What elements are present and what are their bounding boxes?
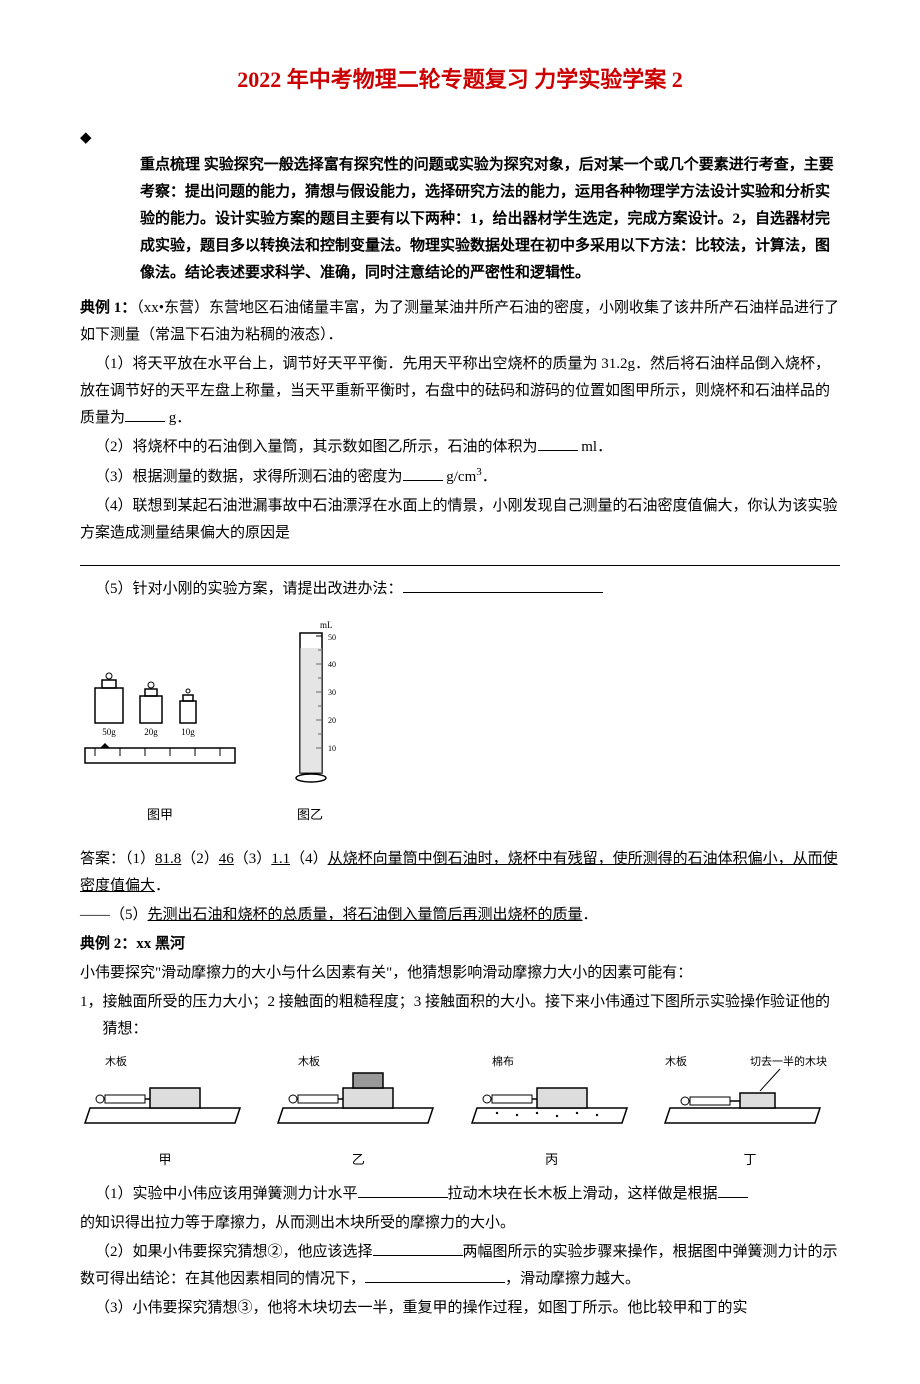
example2-intro: 小伟要探究"滑动摩擦力的大小与什么因素有关"，他猜想影响滑动摩擦力大小的因素可能…: [80, 960, 840, 987]
svg-text:10: 10: [328, 744, 336, 753]
key-points-label: 重点梳理: [140, 157, 200, 173]
svg-text:10g: 10g: [181, 727, 195, 737]
key-points-section: ◆ 重点梳理 实验探究一般选择富有探究性的问题或实验为探究对象，后对某一个或几个…: [80, 125, 840, 287]
ans2: 46: [219, 851, 234, 867]
example1-answer: 答案：（1）81.8（2）46（3）1.1（4）从烧杯向量筒中倒石油时，烧杯中有…: [80, 846, 840, 900]
figure-b: 木板 乙: [273, 1053, 443, 1171]
example1-answer5: ——（5）先测出石油和烧杯的总质量，将石油倒入量筒后再测出烧杯的质量．: [80, 902, 840, 929]
example2-figures: 木板 甲 木板 乙 棉布: [80, 1053, 840, 1171]
example1-figures: 50g 20g 10g 图甲 mL 50: [80, 618, 840, 826]
figure-jia: 50g 20g 10g 图甲: [80, 648, 240, 826]
blank-line: [80, 565, 840, 566]
ans5: 先测出石油和烧杯的总质量，将石油倒入量筒后再测出烧杯的质量: [148, 907, 583, 923]
svg-text:40: 40: [328, 660, 336, 669]
blank-field: [125, 421, 165, 422]
svg-text:木板: 木板: [105, 1054, 127, 1068]
blank-field: [358, 1197, 448, 1198]
example2-label: 典例 2：xx 黑河: [80, 936, 185, 952]
svg-text:木板: 木板: [665, 1054, 687, 1068]
example2-q1: （1）实验中小伟应该用弹簧测力计水平拉动木块在长木板上滑动，这样做是根据: [80, 1181, 840, 1208]
example2-q3: （3）小伟要探究猜想③，他将木块切去一半，重复甲的操作过程，如图丁所示。他比较甲…: [80, 1295, 840, 1322]
svg-text:mL: mL: [320, 620, 333, 630]
figure-d: 木板 切去一半的木块 丁: [660, 1053, 840, 1171]
key-points-text: 实验探究一般选择富有探究性的问题或实验为探究对象，后对某一个或几个要素进行考查，…: [140, 157, 834, 281]
blank-field: [403, 592, 603, 593]
blank-field: [718, 1197, 748, 1198]
svg-text:50: 50: [328, 633, 336, 642]
figure-yi-caption: 图乙: [280, 803, 340, 826]
fig-d-caption: 丁: [660, 1148, 840, 1171]
svg-text:切去一半的木块: 切去一半的木块: [750, 1054, 827, 1068]
example1-header: 典例 1：（xx•东营）东营地区石油储量丰富，为了测量某油井所产石油的密度，小刚…: [80, 295, 840, 349]
figure-c: 棉布 丙: [467, 1053, 637, 1171]
svg-text:20: 20: [328, 716, 336, 725]
bullet-icon: ◆: [80, 125, 92, 152]
svg-text:30: 30: [328, 688, 336, 697]
example1-q1: （1）将天平放在水平台上，调节好天平平衡．先用天平称出空烧杯的质量为 31.2g…: [80, 351, 840, 432]
example1-q3: （3）根据测量的数据，求得所测石油的密度为 g/cm3．: [80, 463, 840, 491]
figure-a: 木板 甲: [80, 1053, 250, 1171]
page-title: 2022 年中考物理二轮专题复习 力学实验学案 2: [80, 60, 840, 100]
example1-label: 典例 1：: [80, 300, 136, 316]
svg-text:20g: 20g: [144, 727, 158, 737]
svg-text:木板: 木板: [298, 1054, 320, 1068]
blank-field: [373, 1255, 463, 1256]
example1-q2: （2）将烧杯中的石油倒入量筒，其示数如图乙所示，石油的体积为 ml．: [80, 434, 840, 461]
figure-yi: mL 50 40 30 20 10 图乙: [280, 618, 340, 826]
figure-jia-caption: 图甲: [80, 803, 240, 826]
answer-label: 答案：: [80, 851, 125, 867]
svg-text:50g: 50g: [102, 727, 116, 737]
blank-field: [538, 450, 578, 451]
svg-text:棉布: 棉布: [492, 1054, 514, 1068]
example2-q2: （2）如果小伟要探究猜想②，他应该选择两幅图所示的实验步骤来操作，根据图中弹簧测…: [80, 1239, 840, 1293]
fig-c-caption: 丙: [467, 1148, 637, 1171]
blank-field: [403, 480, 443, 481]
example1-q5: （5）针对小刚的实验方案，请提出改进办法：: [80, 576, 840, 603]
ans3: 1.1: [271, 851, 290, 867]
example2-q1-end: 的知识得出拉力等于摩擦力，从而测出木块所受的摩擦力的大小。: [80, 1210, 840, 1237]
blank-field: [365, 1282, 505, 1283]
fig-b-caption: 乙: [273, 1148, 443, 1171]
example2-header: 典例 2：xx 黑河: [80, 931, 840, 958]
example1-source: （xx•东营）东营地区石油储量丰富，为了测量某油井所产石油的密度，小刚收集了该井…: [80, 300, 839, 343]
example2-factors: 1，接触面所受的压力大小；2 接触面的粗糙程度；3 接触面积的大小。接下来小伟通…: [80, 989, 840, 1043]
fig-a-caption: 甲: [80, 1148, 250, 1171]
ans1: 81.8: [155, 851, 181, 867]
example1-q4: （4）联想到某起石油泄漏事故中石油漂浮在水面上的情景，小刚发现自己测量的石油密度…: [80, 493, 840, 547]
